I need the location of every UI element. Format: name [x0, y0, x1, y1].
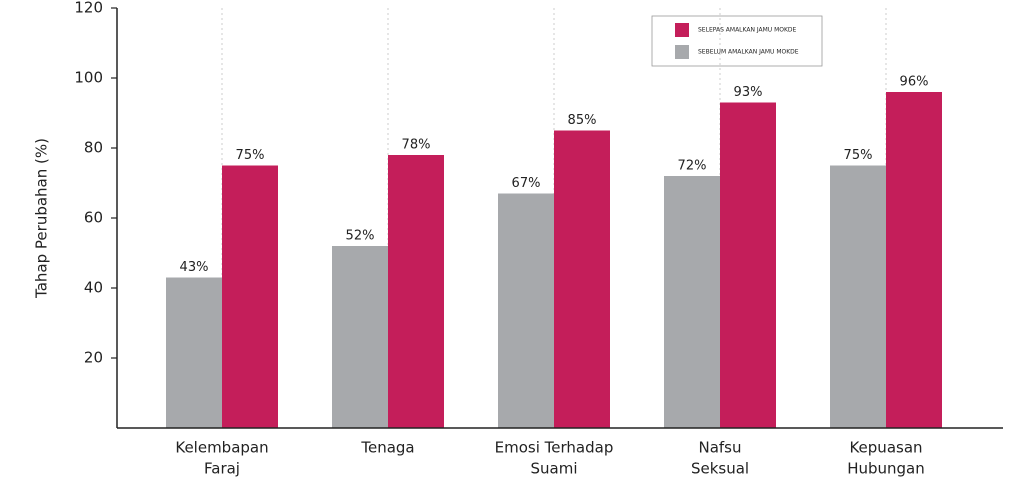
y-tick-label: 20: [84, 349, 103, 367]
data-label: 43%: [180, 260, 209, 275]
bar: [222, 165, 278, 428]
x-tick-label: Kepuasan: [849, 439, 922, 457]
legend-swatch: [675, 45, 689, 59]
x-tick-label: Suami: [531, 460, 578, 478]
legend-label: SELEPAS AMALKAN JAMU MOKDE: [698, 27, 797, 34]
x-tick-label: Seksual: [691, 460, 749, 478]
bar: [720, 102, 776, 428]
y-axis-title: Tahap Perubahan (%): [33, 138, 51, 299]
data-label: 52%: [346, 229, 375, 244]
bar: [166, 277, 222, 428]
x-tick-label: Kelembapan: [175, 439, 268, 457]
y-tick-label: 80: [84, 139, 103, 157]
data-label: 75%: [236, 148, 265, 163]
y-tick-label: 60: [84, 209, 103, 227]
x-tick-label: Faraj: [204, 460, 240, 478]
data-label: 85%: [568, 113, 597, 128]
data-label: 67%: [512, 176, 541, 191]
bar: [554, 130, 610, 428]
data-label: 93%: [734, 85, 763, 100]
bar: [886, 92, 942, 428]
y-tick-label: 40: [84, 279, 103, 297]
legend-label: SEBELUM AMALKAN JAMU MOKDE: [698, 49, 799, 56]
data-label: 75%: [844, 148, 873, 163]
bar: [830, 165, 886, 428]
bar: [664, 176, 720, 428]
bar: [498, 193, 554, 428]
data-label: 96%: [900, 75, 929, 90]
bar: [388, 155, 444, 428]
data-label: 72%: [678, 159, 707, 174]
x-tick-label: Emosi Terhadap: [495, 439, 614, 457]
bar: [332, 246, 388, 428]
x-tick-label: Nafsu: [698, 439, 741, 457]
y-tick-label: 120: [74, 0, 103, 17]
data-label: 78%: [402, 138, 431, 153]
x-tick-label: Hubungan: [847, 460, 925, 478]
y-tick-label: 100: [74, 69, 103, 87]
x-tick-label: Tenaga: [360, 439, 414, 457]
legend-swatch: [675, 23, 689, 37]
